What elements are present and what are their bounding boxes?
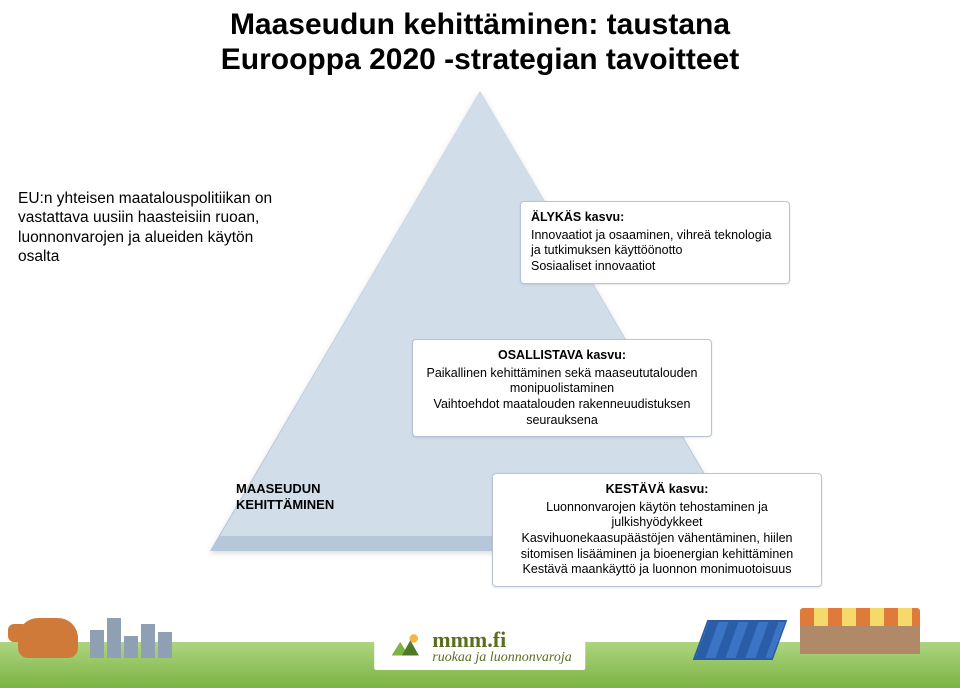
logo-text: mmm.fi ruokaa ja luonnonvaroja [432,628,571,666]
pyramid-base-label: MAASEUDUN KEHITTÄMINEN [236,481,406,512]
market-stall-icon [800,608,920,658]
callout-line: Innovaatiot ja osaaminen, vihreä teknolo… [531,228,779,259]
callout-line: Luonnonvarojen käytön tehostaminen ja ju… [503,500,811,531]
callout-title: OSALLISTAVA kasvu: [423,348,701,364]
footer-logo: mmm.fi ruokaa ja luonnonvaroja [374,622,585,670]
diagram-area: EU:n yhteisen maatalouspolitiikan on vas… [0,81,960,601]
stall-icon [800,626,920,654]
callout-line: Kestävä maankäyttö ja luonnon monimuotoi… [503,562,811,578]
building-icon [158,632,172,658]
maa-line-2: KEHITTÄMINEN [236,497,406,513]
awning-icon [800,608,920,626]
callout-line: Sosiaaliset innovaatiot [531,259,779,275]
building-icon [124,636,138,658]
city-icon [90,618,172,658]
maa-line-1: MAASEUDUN [236,481,406,497]
callout-line: Paikallinen kehittäminen sekä maaseututa… [423,366,701,397]
page-title-block: Maaseudun kehittäminen: taustana Euroopp… [0,0,960,81]
title-line-1: Maaseudun kehittäminen: taustana [20,8,940,43]
building-icon [90,630,104,658]
building-icon [141,624,155,658]
building-icon [107,618,121,658]
solar-panel-icon [693,620,788,660]
callout-smart-growth: ÄLYKÄS kasvu: Innovaatiot ja osaaminen, … [520,201,790,284]
footer-illustration: mmm.fi ruokaa ja luonnonvaroja [0,592,960,688]
callout-title: ÄLYKÄS kasvu: [531,210,779,226]
callout-inclusive-growth: OSALLISTAVA kasvu: Paikallinen kehittämi… [412,339,712,437]
cow-icon [18,618,78,658]
callout-line: Kasvihuonekaasupäästöjen vähentäminen, h… [503,531,811,562]
logo-sub-text: ruokaa ja luonnonvaroja [432,651,571,666]
callout-title: KESTÄVÄ kasvu: [503,482,811,498]
callout-sustainable-growth: KESTÄVÄ kasvu: Luonnonvarojen käytön teh… [492,473,822,587]
title-line-2: Eurooppa 2020 -strategian tavoitteet [20,43,940,78]
logo-mark-icon [388,630,422,664]
logo-main-text: mmm.fi [432,628,571,651]
callout-line: Vaihtoehdot maatalouden rakenneuudistuks… [423,397,701,428]
